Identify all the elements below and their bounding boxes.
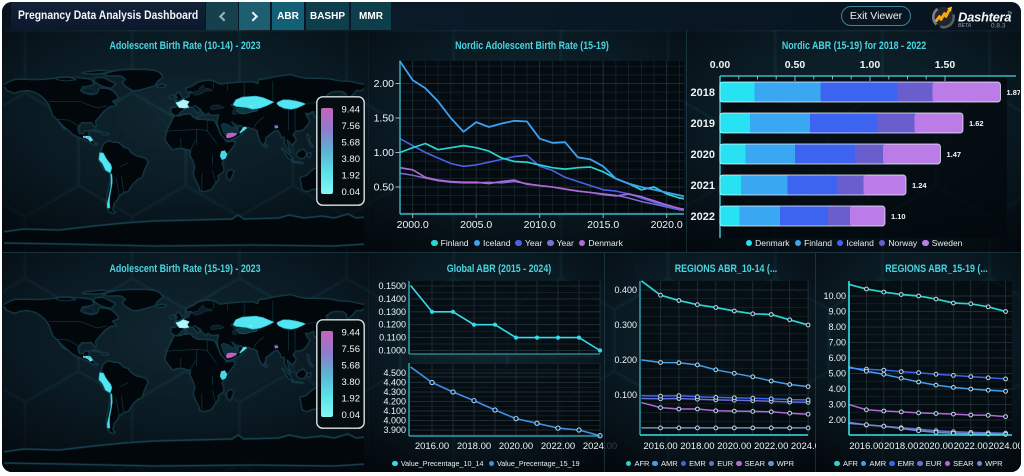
svg-text:2005.0: 2005.0	[460, 219, 492, 231]
svg-text:2010.0: 2010.0	[524, 219, 556, 231]
svg-text:Dashtera: Dashtera	[958, 10, 1011, 25]
svg-text:2024.00: 2024.00	[791, 441, 816, 452]
svg-text:1.62: 1.62	[969, 119, 984, 128]
svg-text:1.00: 1.00	[860, 59, 881, 71]
svg-text:3.00: 3.00	[828, 400, 846, 410]
svg-text:0.50: 0.50	[785, 59, 806, 71]
svg-text:0.100: 0.100	[614, 390, 637, 400]
svg-text:2000.0: 2000.0	[397, 219, 429, 231]
svg-text:1.92: 1.92	[342, 171, 361, 182]
svg-text:0.1500: 0.1500	[378, 281, 406, 291]
svg-text:BETA: BETA	[958, 23, 972, 29]
svg-text:0.1100: 0.1100	[379, 333, 406, 343]
svg-text:2022: 2022	[691, 211, 715, 223]
svg-text:9.44: 9.44	[342, 328, 361, 339]
svg-text:5.00: 5.00	[828, 369, 846, 379]
svg-text:9.00: 9.00	[828, 307, 846, 317]
svg-text:7.56: 7.56	[342, 344, 361, 355]
svg-text:3.80: 3.80	[342, 154, 361, 165]
svg-text:0.00: 0.00	[710, 59, 731, 71]
svg-text:4.00: 4.00	[828, 384, 846, 394]
svg-text:2015.0: 2015.0	[587, 219, 619, 231]
svg-text:2.00: 2.00	[828, 415, 846, 425]
svg-text:7.00: 7.00	[828, 338, 846, 348]
svg-text:1.92: 1.92	[342, 394, 361, 405]
svg-text:2019: 2019	[691, 118, 715, 130]
svg-text:0.04: 0.04	[342, 410, 361, 421]
svg-text:0.1000: 0.1000	[378, 346, 406, 356]
svg-text:1.10: 1.10	[891, 212, 906, 221]
svg-text:8.00: 8.00	[828, 322, 846, 332]
svg-text:2024.00: 2024.00	[583, 441, 617, 452]
svg-text:5.68: 5.68	[342, 361, 361, 372]
svg-text:1.87: 1.87	[1007, 88, 1021, 97]
svg-text:10.00: 10.00	[823, 291, 846, 301]
svg-text:7.56: 7.56	[342, 121, 361, 132]
svg-text:2022.00: 2022.00	[754, 441, 788, 452]
svg-text:4.300: 4.300	[383, 387, 406, 397]
svg-text:2020: 2020	[691, 149, 715, 161]
svg-text:1.50: 1.50	[935, 59, 956, 71]
svg-text:3.80: 3.80	[342, 377, 361, 388]
svg-text:2024.00: 2024.00	[988, 441, 1020, 452]
svg-text:2.00: 2.00	[374, 78, 395, 90]
svg-text:0.300: 0.300	[614, 320, 637, 330]
svg-text:2016.00: 2016.00	[415, 441, 449, 452]
svg-text:4.100: 4.100	[383, 406, 406, 416]
svg-text:0.200: 0.200	[614, 355, 637, 365]
svg-text:2016.00: 2016.00	[849, 441, 883, 452]
svg-text:TM: TM	[1008, 11, 1013, 16]
svg-text:2022.00: 2022.00	[954, 441, 988, 452]
svg-text:4.400: 4.400	[383, 378, 406, 388]
svg-text:2018.00: 2018.00	[457, 441, 491, 452]
svg-text:4.200: 4.200	[383, 397, 406, 407]
svg-text:2020.0: 2020.0	[651, 219, 683, 231]
svg-text:2022.00: 2022.00	[541, 441, 575, 452]
svg-text:2018.00: 2018.00	[680, 441, 714, 452]
svg-text:1.24: 1.24	[912, 181, 927, 190]
svg-text:2021: 2021	[691, 180, 715, 192]
svg-text:2018: 2018	[691, 87, 715, 99]
svg-text:2018.00: 2018.00	[884, 441, 918, 452]
svg-text:0.04: 0.04	[342, 187, 361, 198]
svg-text:0.1200: 0.1200	[378, 320, 406, 330]
svg-text:3.900: 3.900	[383, 425, 406, 435]
svg-text:2020.00: 2020.00	[499, 441, 533, 452]
svg-text:1.50: 1.50	[374, 113, 395, 125]
svg-text:2020.00: 2020.00	[717, 441, 751, 452]
svg-text:0.8.3: 0.8.3	[991, 23, 1006, 30]
svg-text:1.47: 1.47	[947, 150, 962, 159]
svg-text:2016.00: 2016.00	[643, 441, 677, 452]
svg-text:4.000: 4.000	[383, 416, 406, 426]
svg-text:0.50: 0.50	[374, 182, 395, 194]
svg-text:2020.00: 2020.00	[919, 441, 953, 452]
svg-text:4.500: 4.500	[383, 368, 406, 378]
svg-text:5.68: 5.68	[342, 138, 361, 149]
svg-text:1.00: 1.00	[374, 147, 395, 159]
svg-text:9.44: 9.44	[342, 105, 361, 116]
svg-text:0.400: 0.400	[614, 285, 637, 295]
svg-text:6.00: 6.00	[828, 353, 846, 363]
svg-text:0.1400: 0.1400	[378, 294, 406, 304]
svg-text:0.1300: 0.1300	[378, 307, 406, 317]
